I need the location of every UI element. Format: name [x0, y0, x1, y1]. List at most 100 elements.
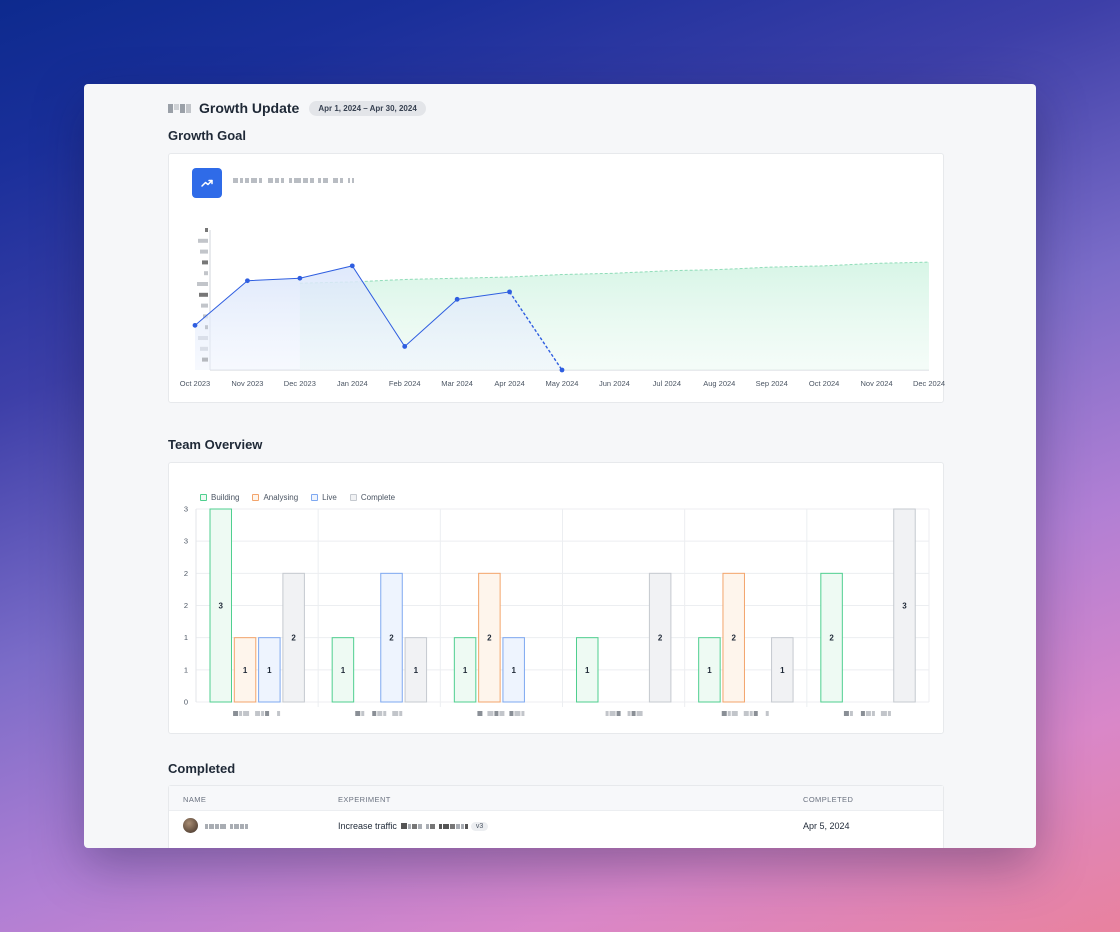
column-name[interactable]: NAME: [183, 795, 207, 804]
x-tick-label: Aug 2024: [703, 379, 735, 388]
x-tick-label-redacted: [383, 711, 387, 716]
trending-up-icon: [192, 168, 222, 198]
legend-item-building[interactable]: Building: [200, 493, 239, 502]
x-tick-label-redacted: [627, 711, 631, 716]
x-tick-label-redacted: [233, 711, 239, 716]
bar-value-label: 1: [341, 666, 346, 675]
legend-item-analysing[interactable]: Analysing: [252, 493, 298, 502]
y-tick-label: 0: [184, 698, 188, 707]
x-tick-label: Jun 2024: [599, 379, 630, 388]
y-tick-label-redacted: [200, 249, 208, 254]
x-tick-label-redacted: [239, 711, 243, 716]
date-range-badge[interactable]: Apr 1, 2024 – Apr 30, 2024: [309, 100, 426, 116]
column-completed[interactable]: COMPLETED: [803, 795, 854, 804]
legend-item-complete[interactable]: Complete: [349, 493, 395, 502]
x-tick-label: Feb 2024: [389, 379, 421, 388]
x-tick-label-redacted: [605, 711, 609, 716]
bar-analysing: [233, 637, 257, 703]
experiment-name-redacted: [400, 823, 468, 829]
team-overview-chart: 0 1 1 2 2 3 3 3 1 1 2 1 2 1 1 2 1 1 2 1 2 1 2 3: [184, 505, 930, 716]
bar-complete: [404, 637, 428, 703]
bar-value-label: 2: [291, 634, 296, 643]
bar-live: [258, 637, 281, 703]
x-tick-label-redacted: [865, 711, 871, 716]
bar-value-label: 1: [511, 666, 516, 675]
x-tick-label-redacted: [843, 711, 849, 716]
completed-title: Completed: [168, 761, 236, 776]
growth-goal-title: Growth Goal: [168, 128, 246, 143]
x-tick-label-redacted: [871, 711, 875, 716]
bar-analysing: [722, 572, 745, 703]
y-tick-label-redacted: [205, 228, 208, 232]
bar-value-label: 1: [585, 666, 590, 675]
page-title: Growth Update: [199, 100, 300, 116]
x-tick-label-redacted: [743, 711, 749, 716]
x-tick-label-redacted: [477, 711, 483, 716]
bar-live: [502, 637, 525, 703]
x-tick-label-redacted: [860, 711, 865, 716]
bar-value-label: 2: [487, 634, 492, 643]
avatar: [183, 818, 198, 833]
x-tick-label: Oct 2023: [180, 379, 210, 388]
x-tick-label: Dec 2024: [913, 379, 945, 388]
x-tick-label: Apr 2024: [494, 379, 524, 388]
y-tick-label: 3: [184, 537, 188, 546]
x-tick-label: Nov 2024: [861, 379, 893, 388]
page-content: Growth Update Apr 1, 2024 – Apr 30, 2024…: [168, 84, 945, 848]
bar-value-label: 2: [658, 634, 663, 643]
y-tick-label-redacted: [199, 292, 208, 297]
bar-value-label: 2: [731, 634, 736, 643]
x-tick-label-redacted: [749, 711, 753, 716]
x-tick-label-redacted: [509, 711, 514, 716]
table-header: NAME EXPERIMENT COMPLETED: [169, 786, 943, 811]
x-tick-label-redacted: [514, 711, 521, 716]
x-tick-label-redacted: [255, 711, 261, 716]
x-tick-label-redacted: [361, 711, 365, 716]
bar-value-label: 2: [829, 634, 834, 643]
data-point: [507, 289, 512, 295]
data-point: [402, 344, 408, 349]
completed-table: NAME EXPERIMENT COMPLETED Increase traff…: [168, 785, 944, 848]
x-tick-label-redacted: [499, 711, 505, 716]
bar-complete: [771, 637, 794, 703]
x-tick-label-redacted: [494, 711, 499, 716]
x-tick-label-redacted: [616, 711, 621, 716]
table-row[interactable]: Increase traffic v3 Apr 5, 2024: [169, 811, 943, 841]
y-tick-label: 1: [184, 665, 188, 674]
data-point: [297, 275, 303, 281]
y-tick-label-redacted: [197, 282, 208, 286]
bar-building: [820, 572, 843, 703]
x-tick-label: May 2024: [546, 379, 579, 388]
x-tick-label: Nov 2023: [231, 379, 263, 388]
bar-complete: [282, 572, 305, 703]
bar-value-label: 1: [463, 666, 468, 675]
bar-value-label: 1: [780, 666, 785, 675]
x-tick-label-redacted: [521, 711, 525, 716]
x-tick-label-redacted: [355, 711, 361, 716]
x-tick-label-redacted: [731, 711, 738, 716]
bar-complete: [648, 572, 672, 703]
column-experiment[interactable]: EXPERIMENT: [338, 795, 391, 804]
bar-building: [331, 637, 355, 703]
bar-building: [576, 637, 599, 703]
app-window: Growth Update Apr 1, 2024 – Apr 30, 2024…: [84, 84, 1036, 848]
legend-item-live[interactable]: Live: [311, 493, 337, 502]
team-overview-card: Building Analysing Live Complete 0 1 1 2 2 3 3…: [168, 462, 944, 734]
x-tick-label-redacted: [721, 711, 727, 716]
version-badge: v3: [470, 821, 489, 831]
company-logo: [168, 103, 191, 113]
x-tick-label-redacted: [609, 711, 616, 716]
x-tick-label-redacted: [487, 711, 494, 716]
projected-line: [508, 291, 563, 371]
data-point: [559, 367, 565, 373]
x-tick-label-redacted: [727, 711, 731, 716]
data-point: [349, 263, 355, 269]
bar-value-label: 1: [267, 666, 272, 675]
x-tick-label: Dec 2023: [284, 379, 316, 388]
bar-value-label: 3: [219, 602, 224, 611]
bar-building: [698, 637, 721, 703]
completed-date: Apr 5, 2024: [803, 821, 850, 831]
x-tick-label: Sep 2024: [756, 379, 788, 388]
experiment-name: Increase traffic: [338, 821, 397, 831]
x-tick-label: Oct 2024: [809, 379, 839, 388]
